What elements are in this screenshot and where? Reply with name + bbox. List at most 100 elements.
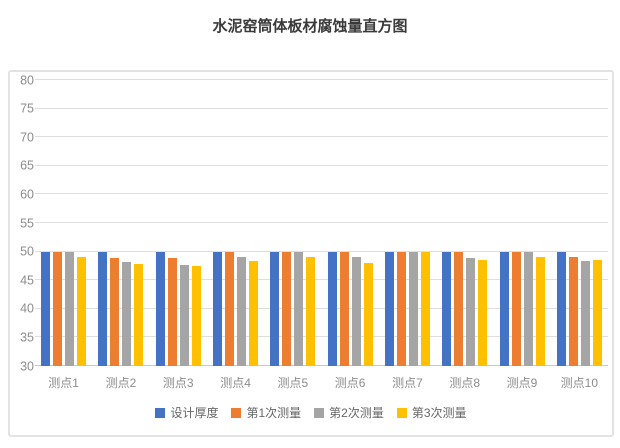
bar — [523, 251, 533, 366]
bar-group — [150, 80, 207, 366]
legend-swatch-icon — [314, 407, 325, 418]
bar — [98, 251, 108, 366]
legend-item: 第1次测量 — [231, 404, 301, 421]
bar — [580, 260, 590, 366]
x-tick-label: 测点8 — [449, 376, 481, 390]
bar — [592, 259, 602, 366]
bar — [442, 251, 452, 366]
bar-group — [379, 80, 436, 366]
bar-group — [92, 80, 149, 366]
legend-swatch-icon — [231, 407, 242, 418]
bar — [568, 257, 578, 366]
bar — [122, 261, 132, 366]
bar — [351, 257, 361, 366]
y-tick-label: 30 — [20, 358, 34, 373]
bar — [384, 251, 394, 366]
y-tick-label: 70 — [20, 129, 34, 144]
x-axis: 测点1 测点2 测点3 测点4 测点5 测点6 测点7 测点8 测点9 测点10 — [35, 374, 608, 391]
x-tick-label: 测点6 — [334, 376, 366, 390]
legend-item: 第3次测量 — [396, 404, 467, 421]
bar — [110, 257, 120, 366]
legend-label: 设计厚度 — [170, 406, 219, 420]
x-tick-label: 测点3 — [162, 376, 194, 390]
bar — [499, 251, 509, 366]
gridline — [35, 222, 608, 223]
bar — [41, 251, 51, 366]
y-tick-label: 40 — [20, 301, 34, 316]
plot-area — [35, 79, 608, 366]
gridline — [35, 336, 608, 338]
x-tick-label: 测点10 — [560, 376, 598, 390]
legend-label: 第1次测量 — [246, 406, 302, 420]
bar — [396, 251, 406, 366]
bar — [306, 257, 316, 366]
gridline — [35, 307, 608, 309]
legend-label: 第3次测量 — [411, 406, 467, 420]
bar — [179, 264, 189, 366]
bar — [339, 251, 349, 366]
bar — [270, 251, 280, 366]
bar — [420, 251, 430, 366]
y-tick-label: 35 — [20, 330, 34, 345]
x-tick-label: 测点7 — [392, 376, 423, 390]
y-tick-label: 55 — [20, 215, 34, 230]
legend-label: 第2次测量 — [329, 406, 384, 420]
legend: 设计厚度 第1次测量 第2次测量 第3次测量 — [10, 404, 612, 421]
x-tick-label: 测点4 — [220, 376, 251, 390]
bar — [478, 260, 488, 366]
legend-item: 设计厚度 — [155, 404, 218, 421]
bar — [327, 251, 337, 366]
bar — [167, 257, 177, 366]
bar-group — [436, 80, 493, 366]
bar — [191, 266, 201, 366]
legend-item: 第2次测量 — [314, 404, 384, 421]
bar — [511, 251, 521, 366]
gridline — [35, 107, 608, 109]
bar — [282, 251, 292, 366]
gridline — [35, 279, 608, 281]
bar — [225, 251, 235, 366]
bar — [53, 251, 63, 366]
x-tick-label: 测点9 — [506, 376, 538, 390]
x-tick-label: 测点2 — [105, 376, 137, 390]
bar — [134, 263, 144, 366]
gridline — [35, 136, 608, 138]
bar-group — [551, 80, 608, 366]
bar — [408, 251, 418, 366]
bar-group — [493, 80, 550, 366]
legend-swatch-icon — [396, 407, 407, 418]
bar — [249, 260, 259, 366]
bar-group — [35, 80, 92, 366]
bar — [556, 251, 566, 366]
bar — [535, 257, 545, 366]
bar — [213, 251, 223, 366]
chart-frame: 30 35 40 45 50 55 60 65 70 75 80 测点1 测点2 测点3 测点4 测点5 测点… — [8, 70, 614, 437]
x-tick-label: 测点1 — [48, 376, 79, 390]
y-tick-label: 60 — [20, 187, 34, 202]
y-tick-label: 65 — [20, 158, 34, 173]
gridline — [35, 250, 608, 252]
y-tick-label: 50 — [20, 244, 34, 259]
bar — [363, 263, 373, 366]
bar — [294, 251, 304, 366]
y-axis: 30 35 40 45 50 55 60 65 70 75 80 — [12, 74, 34, 372]
gridline — [35, 164, 608, 166]
y-tick-label: 80 — [20, 72, 34, 87]
bar-group — [321, 80, 378, 366]
chart-title: 水泥窑筒体板材腐蚀量直方图 — [212, 18, 408, 35]
bar-group — [264, 80, 321, 366]
gridline — [35, 193, 608, 195]
bar-group — [207, 80, 264, 366]
bar-groups — [35, 80, 608, 366]
bar — [65, 251, 75, 366]
y-tick-label: 75 — [20, 101, 34, 116]
bar — [155, 251, 165, 366]
x-tick-label: 测点5 — [277, 376, 309, 390]
bar — [454, 251, 464, 366]
gridline — [35, 79, 608, 80]
bar — [466, 258, 476, 366]
y-tick-label: 45 — [20, 272, 34, 287]
bar — [237, 257, 247, 366]
bar — [77, 257, 87, 366]
